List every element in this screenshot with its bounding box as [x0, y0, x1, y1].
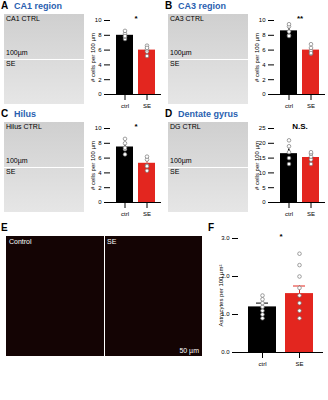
- html-text:Hilus CTRL: Hilus CTRL: [6, 123, 42, 130]
- svg-text:10: 10: [259, 17, 266, 23]
- svg-text:SE: SE: [307, 211, 315, 216]
- svg-text:0: 0: [98, 91, 102, 97]
- svg-text:8: 8: [98, 32, 102, 38]
- html-text:Hilus: Hilus: [14, 109, 36, 119]
- svg-text:4: 4: [262, 62, 266, 68]
- html-text:100µm: 100µm: [6, 157, 28, 164]
- svg-text:5: 5: [262, 185, 266, 191]
- html-text:A: A: [1, 0, 9, 11]
- html-text:D: D: [165, 108, 173, 119]
- svg-text:6: 6: [262, 47, 266, 53]
- svg-text:N.S.: N.S.: [292, 122, 308, 131]
- svg-text:2: 2: [98, 77, 102, 83]
- svg-text:# cells per 100 µm: # cells per 100 µm: [254, 141, 260, 190]
- svg-text:ctrl: ctrl: [121, 211, 129, 216]
- svg-text:15: 15: [259, 155, 266, 161]
- svg-text:2: 2: [262, 77, 266, 83]
- html-text:SE: SE: [6, 168, 16, 175]
- svg-text:0: 0: [262, 91, 266, 97]
- svg-text:2: 2: [98, 185, 102, 191]
- svg-text:10: 10: [95, 17, 102, 23]
- svg-text:ctrl: ctrl: [285, 103, 293, 108]
- svg-text:1.0: 1.0: [221, 311, 230, 318]
- svg-text:ctrl: ctrl: [259, 361, 267, 366]
- svg-text:SE: SE: [143, 211, 151, 216]
- html-text:Dentate gyrus: Dentate gyrus: [178, 109, 238, 119]
- html-text:Control: Control: [9, 238, 32, 245]
- svg-text:*: *: [134, 14, 138, 23]
- svg-text:ctrl: ctrl: [121, 103, 129, 108]
- html-text:DG CTRL: DG CTRL: [170, 123, 201, 130]
- html-text:SE: SE: [107, 238, 117, 245]
- svg-text:*: *: [279, 232, 283, 241]
- html-text:SE: SE: [170, 60, 180, 67]
- svg-text:2.0: 2.0: [221, 273, 230, 280]
- svg-text:*: *: [134, 122, 138, 131]
- svg-text:20: 20: [259, 140, 266, 146]
- html-text:50 µm: 50 µm: [179, 347, 199, 354]
- html-text:100µm: 100µm: [6, 49, 28, 56]
- svg-text:4: 4: [98, 170, 102, 176]
- svg-text:6: 6: [98, 47, 102, 53]
- svg-text:4: 4: [98, 62, 102, 68]
- html-text:CA1 region: CA1 region: [14, 1, 62, 11]
- svg-text:ctrl: ctrl: [285, 211, 293, 216]
- svg-text:0: 0: [98, 199, 102, 205]
- svg-text:8: 8: [262, 32, 266, 38]
- svg-text:SE: SE: [295, 361, 303, 366]
- svg-text:# cells per 100 µm: # cells per 100 µm: [90, 141, 96, 190]
- html-text:100µm: 100µm: [170, 49, 192, 56]
- svg-text:# cells per 100 µm: # cells per 100 µm: [254, 33, 260, 82]
- html-text:SE: SE: [6, 60, 16, 67]
- svg-text:8: 8: [98, 140, 102, 146]
- svg-text:0: 0: [262, 199, 266, 205]
- html-text:CA1 CTRL: CA1 CTRL: [6, 15, 40, 22]
- svg-text:0.0: 0.0: [221, 349, 230, 355]
- svg-text:10: 10: [259, 170, 266, 176]
- html-text:CA3 region: CA3 region: [178, 1, 226, 11]
- html-text:F: F: [208, 222, 215, 233]
- html-text:B: B: [165, 0, 173, 11]
- html-text:CA3 CTRL: CA3 CTRL: [170, 15, 204, 22]
- svg-text:25: 25: [259, 125, 266, 131]
- svg-text:# cells per 100 µm: # cells per 100 µm: [90, 33, 96, 82]
- svg-text:SE: SE: [307, 103, 315, 108]
- html-text:100µm: 100µm: [170, 157, 192, 164]
- svg-text:3.0: 3.0: [221, 235, 230, 241]
- html-text:SE: SE: [170, 168, 180, 175]
- html-text:C: C: [1, 108, 9, 119]
- svg-text:Astrocytes per 100 µm²: Astrocytes per 100 µm²: [218, 264, 224, 326]
- html-text:E: E: [1, 222, 8, 233]
- svg-text:10: 10: [95, 125, 102, 131]
- svg-text:**: **: [297, 14, 304, 23]
- svg-text:SE: SE: [143, 103, 151, 108]
- svg-text:6: 6: [98, 155, 102, 161]
